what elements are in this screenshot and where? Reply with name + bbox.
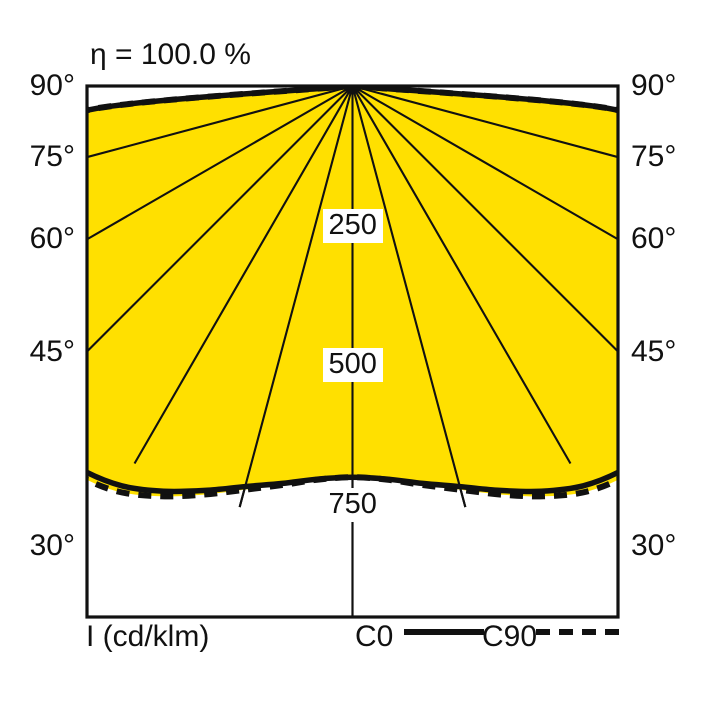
radial-ring-label-500: 500 [322,348,383,383]
c0-fill-area [87,86,618,492]
efficiency-label: η = 100.0 % [90,38,251,71]
angle-label-right-90: 90° [631,69,677,102]
radial-ring-label-250: 250 [322,208,383,243]
angle-label-left-30: 30° [29,528,75,562]
c0-curve [87,86,618,495]
inner-angle-rays [87,86,618,617]
legend-label-c90: C90 [482,620,538,653]
angle-label-left-60: 60° [29,222,75,256]
intensity-unit-label: I (cd/klm) [86,620,210,653]
radial-ring-label-750: 750 [322,488,383,523]
angle-label-left-90: 90° [29,69,75,102]
angle-label-right-75: 75° [631,140,677,174]
legend-label-c0: C0 [355,620,394,653]
angle-label-right-45: 45° [631,334,677,368]
angle-label-left-75: 75° [29,140,75,174]
angle-label-right-30: 30° [631,528,677,562]
angle-label-left-45: 45° [29,334,75,368]
angle-label-right-60: 60° [631,222,677,256]
plot-frame [85,84,620,619]
